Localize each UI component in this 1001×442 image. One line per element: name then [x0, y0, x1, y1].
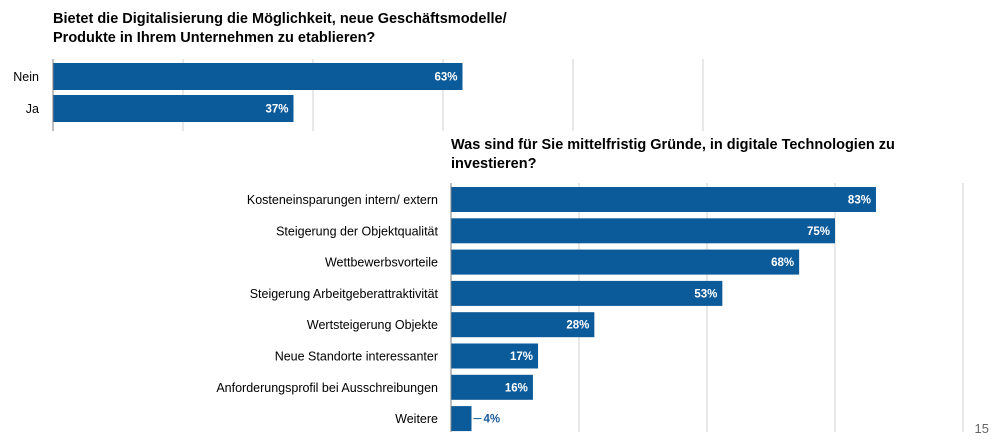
chart2-category-label: Steigerung Arbeitgeberattraktivität [250, 287, 439, 301]
chart2-value-label: 53% [694, 288, 717, 300]
chart2-category-label: Steigerung der Objektqualität [276, 224, 438, 238]
chart2-bar [451, 406, 472, 432]
chart1-title-line2: Produkte in Ihrem Unternehmen zu etablie… [53, 30, 376, 46]
chart2-category-label: Neue Standorte interessanter [275, 350, 438, 364]
chart2-value-label: 17% [510, 351, 533, 363]
chart1-title: Bietet die Digitalisierung die Möglichke… [53, 10, 613, 48]
chart2-bar [451, 218, 835, 244]
chart2-category-label: Weitere [395, 412, 438, 426]
chart2-plot: Kosteneinsparungen intern/ extern 83% Stei… [216, 183, 964, 432]
chart2-title-line1: Was sind für Sie mittelfristig Gründe, i… [451, 137, 895, 153]
chart1-value-label: 63% [434, 72, 457, 84]
chart2-title: Was sind für Sie mittelfristig Gründe, i… [451, 136, 971, 174]
chart2-value-label: 28% [566, 320, 589, 332]
chart2-title-line2: investieren? [451, 156, 537, 172]
chart2-bar [451, 343, 539, 369]
chart2-category-label: Wertsteigerung Objekte [307, 318, 438, 332]
chart2-bar [451, 280, 723, 306]
chart1-bar [53, 95, 294, 122]
page-number: 15 [974, 421, 989, 436]
chart2-bar [451, 187, 876, 212]
chart2-value-label: 4% [483, 414, 500, 426]
chart2-value-label: 68% [771, 257, 794, 269]
chart2-bar [451, 374, 533, 400]
chart1-bar [53, 63, 463, 90]
chart1-value-label: 37% [265, 104, 288, 116]
chart2-category-label: Kosteneinsparungen intern/ extern [247, 193, 438, 207]
chart1-category-label: Nein [13, 70, 39, 84]
chart2-value-label: 83% [848, 195, 871, 207]
chart2-category-label: Anforderungsprofil bei Ausschreibungen [216, 381, 438, 395]
chart1-plot: Nein 63% Ja 37% [13, 59, 704, 131]
chart2-bar [451, 249, 800, 275]
chart2-bar [451, 312, 595, 338]
chart2-value-label: 16% [505, 382, 528, 394]
chart1-title-line1: Bietet die Digitalisierung die Möglichke… [53, 11, 507, 27]
chart2-value-label: 75% [807, 226, 830, 238]
chart1-category-label: Ja [26, 102, 39, 116]
chart2-category-label: Wettbewerbsvorteile [325, 256, 438, 270]
